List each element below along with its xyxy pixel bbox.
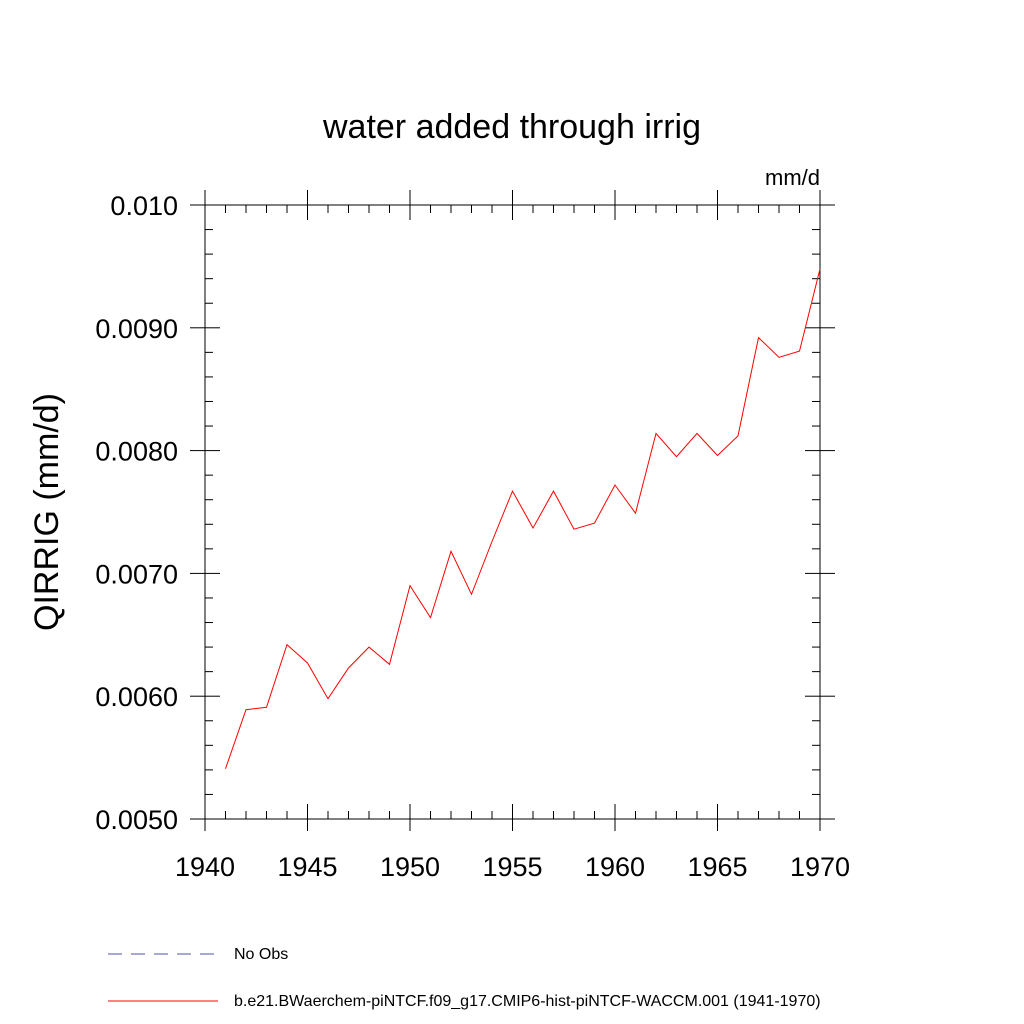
- y-tick-label: 0.0050: [95, 805, 178, 835]
- x-tick-label: 1945: [277, 852, 337, 882]
- x-tick-label: 1955: [482, 852, 542, 882]
- plot-frame: [204, 204, 821, 820]
- y-tick-label: 0.0090: [95, 314, 178, 344]
- chart-title: water added through irrig: [322, 108, 701, 146]
- y-tick-label: 0.0080: [95, 437, 178, 467]
- x-tick-label: 1940: [175, 852, 235, 882]
- y-tick-label: 0.010: [110, 191, 178, 221]
- x-tick-label: 1970: [790, 852, 850, 882]
- x-tick-label: 1960: [585, 852, 645, 882]
- x-tick-labels: 1940 1945 1950 1955 1960 1965 1970: [175, 852, 850, 882]
- major-ticks: [190, 190, 835, 831]
- series-line: [225, 268, 821, 769]
- legend-label-model: b.e21.BWaerchem-piNTCF.f09_g17.CMIP6-his…: [234, 993, 821, 1010]
- y-axis-label: QIRRIG (mm/d): [28, 393, 66, 631]
- x-tick-label: 1965: [687, 852, 747, 882]
- x-tick-label: 1950: [380, 852, 440, 882]
- series-group: [225, 268, 821, 769]
- minor-ticks: [205, 205, 820, 819]
- units-label: mm/d: [765, 165, 820, 190]
- y-tick-label: 0.0060: [95, 682, 178, 712]
- legend: No Obs b.e21.BWaerchem-piNTCF.f09_g17.CM…: [108, 946, 821, 1010]
- legend-label-no-obs: No Obs: [234, 946, 288, 963]
- y-tick-label: 0.0070: [95, 559, 178, 589]
- y-tick-labels: 0.0050 0.0060 0.0070 0.0080 0.0090 0.010: [95, 191, 178, 835]
